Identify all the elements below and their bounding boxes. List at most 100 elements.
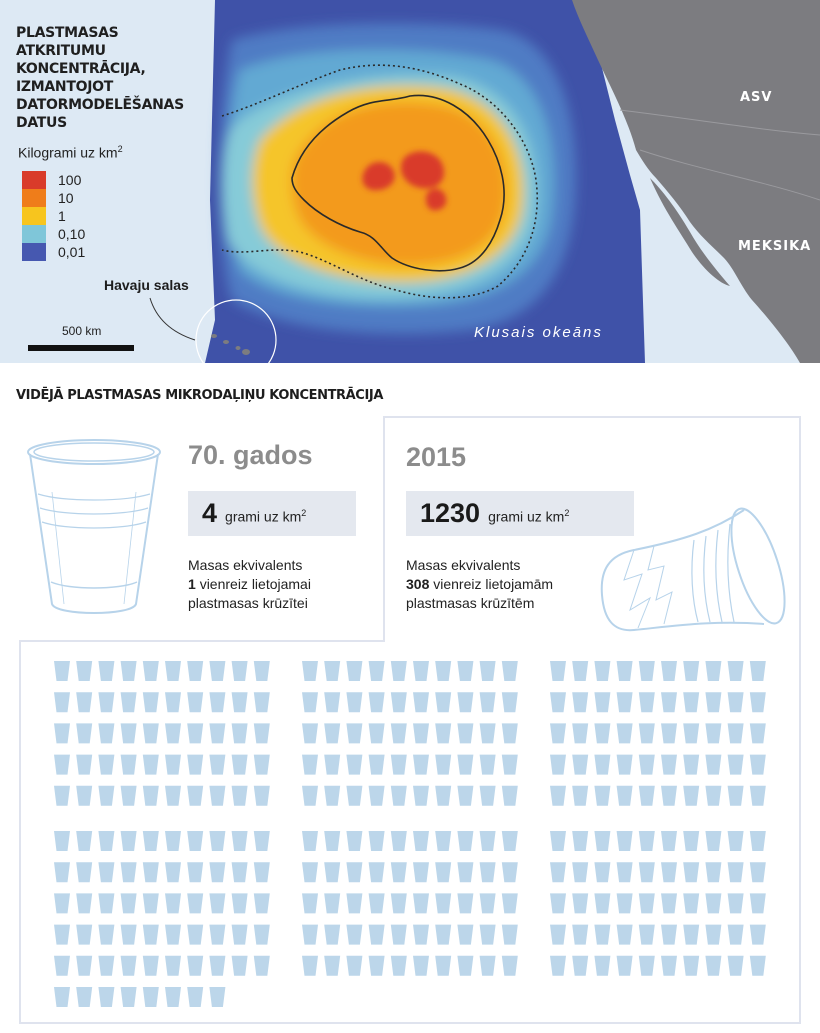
cup-icon	[435, 862, 452, 883]
cup-icon	[638, 785, 655, 806]
cup-icon	[231, 862, 248, 883]
past-unit: grami uz km2	[225, 508, 307, 525]
cup-icon	[165, 955, 181, 976]
cup-icon	[187, 754, 204, 775]
cup-icon	[638, 831, 655, 851]
past-period: 70. gados	[188, 440, 313, 470]
cup-icon	[253, 692, 270, 713]
cup-icon	[572, 661, 589, 681]
cup-icon	[165, 661, 181, 681]
cup-icon	[705, 893, 722, 914]
cup-icon	[324, 893, 341, 914]
cup-icon	[749, 831, 766, 851]
cup-icon	[120, 924, 137, 945]
cup-icon	[705, 924, 722, 945]
cup-icon	[683, 754, 700, 775]
cup-icon	[661, 955, 677, 976]
cup-icon	[550, 831, 566, 851]
legend-item: 10	[22, 189, 85, 207]
legend-label: 100	[58, 172, 82, 188]
cup-icon	[54, 692, 70, 713]
cup-icon	[572, 924, 589, 945]
legend-swatch	[22, 171, 46, 189]
cup-icon	[98, 692, 115, 713]
legend-label: 10	[58, 190, 74, 206]
cup-icon	[616, 831, 633, 851]
cup-icon	[572, 754, 589, 775]
cup-icon	[368, 754, 385, 775]
cup-icon	[346, 661, 363, 681]
cup-icon	[594, 661, 611, 681]
cup-icon	[54, 893, 70, 914]
cup-icon	[457, 862, 474, 883]
cup-icon	[142, 785, 159, 806]
cup-icon	[435, 924, 452, 945]
cup-icon	[638, 955, 655, 976]
cup-icon	[457, 924, 474, 945]
cup-icon	[390, 831, 407, 851]
cup-icon	[572, 955, 589, 976]
cup-icon	[435, 893, 452, 914]
cup-icon	[76, 955, 93, 976]
cup-icon	[231, 661, 248, 681]
cup-icon	[413, 754, 429, 775]
cup-icon	[346, 692, 363, 713]
cup-icon	[594, 862, 611, 883]
cup-icon	[209, 955, 226, 976]
cup-icon	[479, 955, 496, 976]
cup-icon	[302, 862, 318, 883]
cup-icon	[76, 831, 93, 851]
cup-icon	[550, 723, 566, 744]
cup-icon	[76, 987, 93, 1007]
cup-icon	[594, 754, 611, 775]
cup-icon	[390, 924, 407, 945]
cup-icon	[231, 723, 248, 744]
cup-icon	[368, 862, 385, 883]
cup-icon	[54, 987, 70, 1007]
cup-icon	[479, 661, 496, 681]
cup-icon	[479, 893, 496, 914]
cup-icon	[661, 924, 677, 945]
cup-icon	[209, 831, 226, 851]
cup-icon	[142, 831, 159, 851]
cup-icon	[368, 924, 385, 945]
cup-icon	[638, 862, 655, 883]
cup-icon	[98, 987, 115, 1007]
cup-icon	[54, 955, 70, 976]
cup-icon	[594, 723, 611, 744]
cup-icon	[749, 692, 766, 713]
cup-icon	[572, 692, 589, 713]
cup-icon	[749, 661, 766, 681]
cup-icon	[120, 987, 137, 1007]
cup-icon	[616, 893, 633, 914]
cup-icon	[54, 754, 70, 775]
cup-icon	[209, 785, 226, 806]
cup-icon	[501, 785, 518, 806]
mexico-label: MEKSIKA	[738, 239, 812, 254]
cup-icon	[253, 955, 270, 976]
present-unit: grami uz km2	[488, 508, 570, 525]
hawaii-islands	[149, 297, 277, 363]
cup-icon	[457, 754, 474, 775]
cup-icon	[165, 785, 181, 806]
cup-icon	[749, 754, 766, 775]
cup-icon	[165, 754, 181, 775]
cup-icon	[638, 893, 655, 914]
cup-icon	[76, 661, 93, 681]
cup-icon	[457, 785, 474, 806]
cup-icon	[749, 862, 766, 883]
cup-icon	[253, 862, 270, 883]
cup-icon	[302, 785, 318, 806]
cup-icon	[501, 831, 518, 851]
present-period: 2015	[406, 442, 467, 472]
cup-icon	[142, 955, 159, 976]
cup-icon	[209, 754, 226, 775]
cup-icon	[346, 862, 363, 883]
usa-label: ASV	[740, 90, 773, 105]
cup-icon	[390, 893, 407, 914]
cup-icon	[302, 893, 318, 914]
cup-icon	[413, 785, 429, 806]
cup-icon	[457, 661, 474, 681]
cup-icon	[683, 661, 700, 681]
cup-icon	[187, 785, 204, 806]
